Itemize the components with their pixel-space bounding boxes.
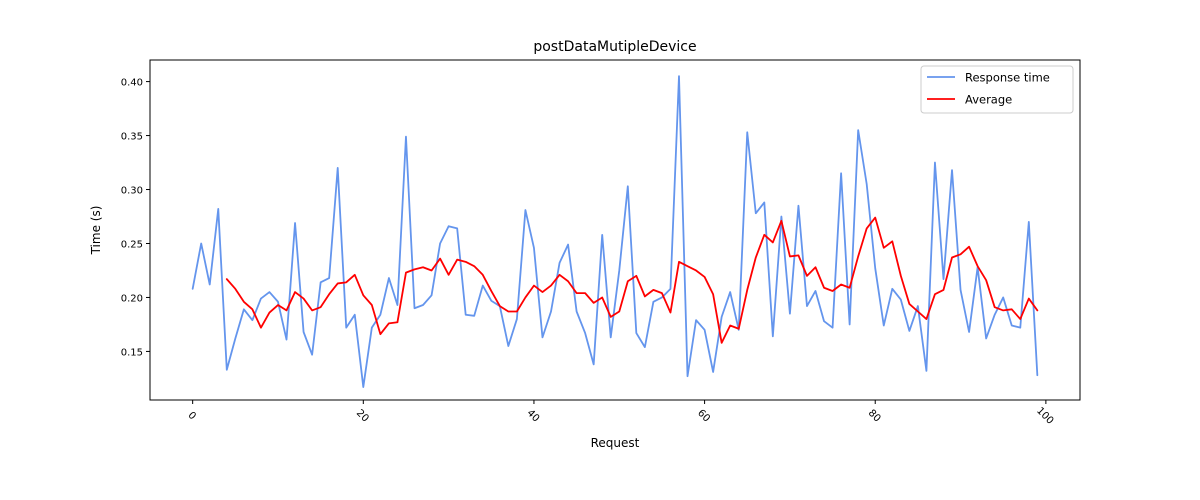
y-tick-label: 0.35	[121, 132, 143, 143]
y-tick-label: 0.40	[121, 78, 143, 89]
y-axis: 0.15 0.20 0.25 0.30 0.35 0.40	[121, 78, 150, 358]
chart-title: postDataMutipleDevice	[533, 39, 696, 55]
plot-frame	[149, 59, 1081, 401]
legend: Response time Average	[920, 65, 1074, 114]
y-tick-label: 0.20	[121, 293, 143, 304]
y-tick-label: 0.15	[121, 347, 143, 358]
series-line-average	[225, 216, 1039, 344]
y-tick-label: 0.25	[121, 239, 143, 250]
legend-box	[920, 65, 1074, 114]
y-axis-label: Time (s)	[89, 206, 103, 256]
series-layer	[191, 75, 1039, 388]
legend-label-response-time: Response time	[965, 71, 1050, 85]
y-tick-label: 0.30	[121, 186, 143, 197]
x-axis-label: Request	[591, 436, 640, 450]
series-line-response-time	[191, 75, 1039, 388]
legend-label-average: Average	[965, 93, 1012, 107]
